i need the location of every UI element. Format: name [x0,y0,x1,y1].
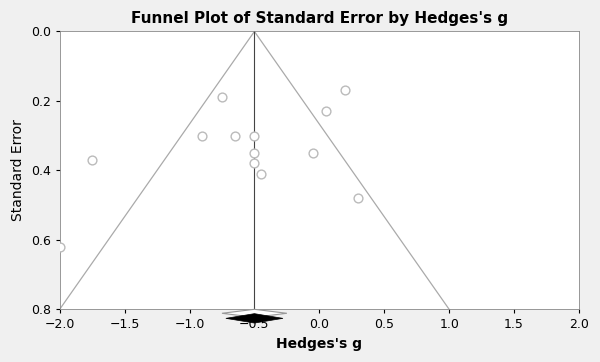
Point [217,94,227,100]
Point [197,133,207,139]
Point [353,195,363,201]
Point [256,171,266,177]
Y-axis label: Standard Error: Standard Error [11,119,25,221]
Point [88,157,97,163]
Point [308,150,317,156]
Point [250,160,259,166]
X-axis label: Hedges's g: Hedges's g [277,337,362,351]
Point [340,88,350,93]
Point [55,244,64,250]
Point [230,133,240,139]
Point [250,133,259,139]
Title: Funnel Plot of Standard Error by Hedges's g: Funnel Plot of Standard Error by Hedges'… [131,11,508,26]
Point [250,150,259,156]
Point [321,109,331,114]
